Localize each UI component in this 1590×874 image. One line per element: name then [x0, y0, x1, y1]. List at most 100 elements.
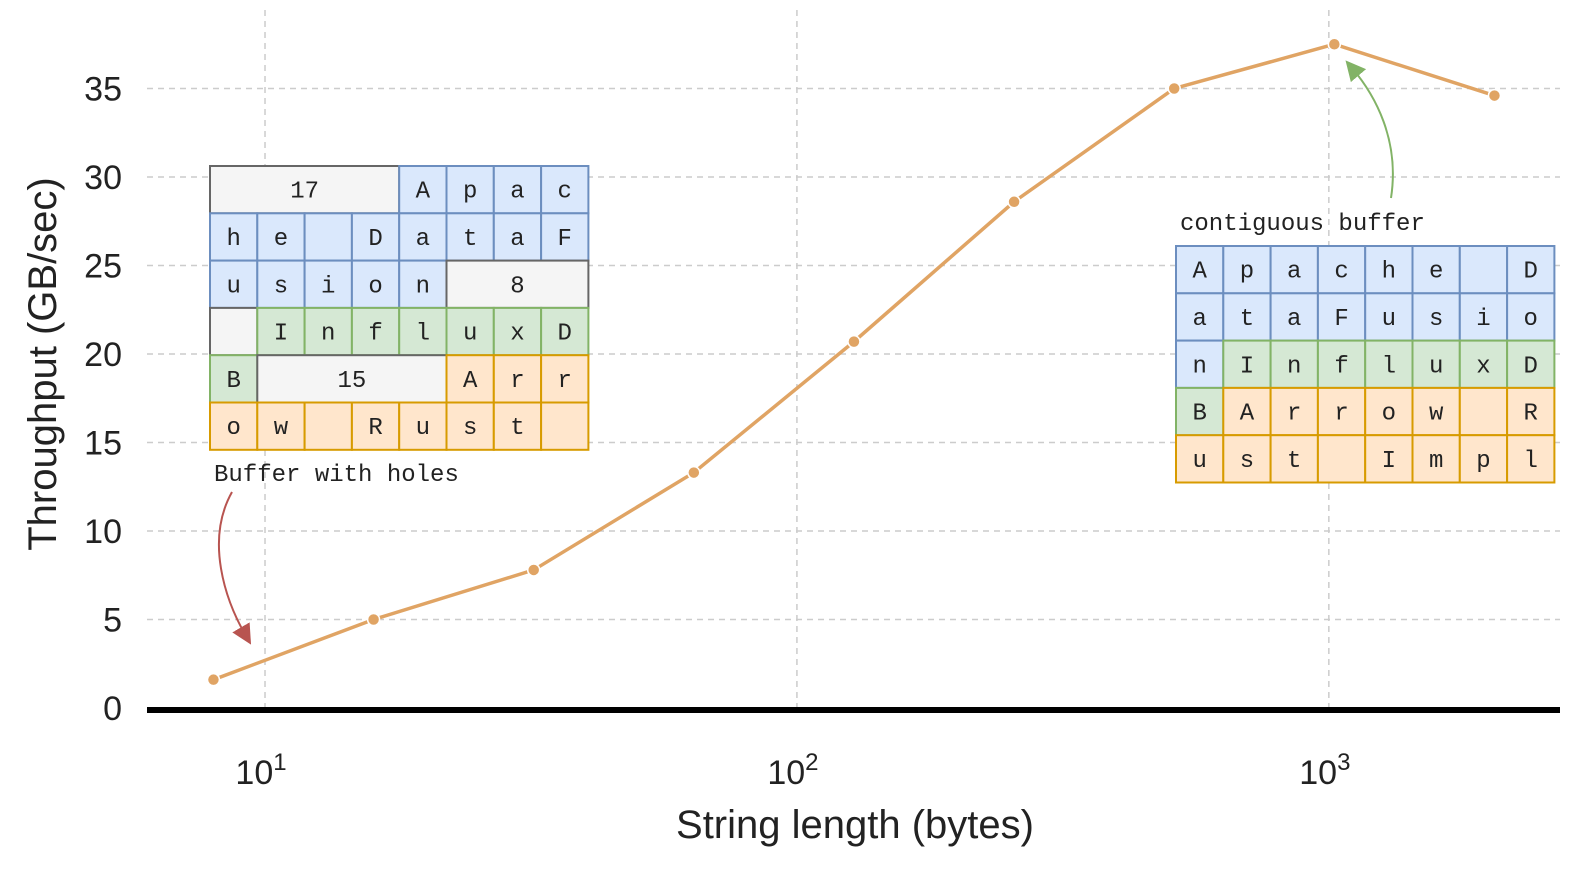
buffer-cell: [1506, 339, 1556, 389]
data-point: [366, 612, 381, 627]
buffer-cell: [445, 401, 495, 451]
buffer-cell: [398, 401, 448, 451]
buffer-cell-text: D: [1524, 259, 1538, 286]
buffer-cell-text: u: [1192, 448, 1206, 475]
buffer-cell-text: D: [1524, 353, 1538, 380]
buffer-cell-text: u: [463, 321, 477, 348]
y-tick-label: 5: [103, 602, 122, 640]
buffer-cell: [350, 401, 401, 451]
buffer-cell-text: r: [510, 368, 524, 395]
buffer-cell: [1222, 292, 1272, 342]
data-point: [1167, 81, 1181, 96]
buffer-cell: [1458, 434, 1509, 484]
buffer-cell-text: p: [1240, 259, 1254, 286]
buffer-cell-text: B: [1192, 401, 1206, 428]
buffer-cell-text: u: [1382, 306, 1396, 333]
holes-arrow: [218, 491, 252, 645]
buffer-cell: [1222, 339, 1272, 389]
buffer-cell: [1506, 386, 1556, 437]
buffer-cell-text: R: [368, 415, 382, 442]
buffer-cell-text: A: [1192, 259, 1207, 286]
y-tick-label: 10: [84, 513, 122, 551]
buffer-cell: [1364, 339, 1414, 389]
buffer-cell: [1175, 386, 1225, 437]
buffer-cell-text: a: [510, 179, 524, 206]
buffer-cell: [540, 306, 590, 357]
y-tick-label: 15: [84, 425, 122, 463]
buffer-cell-text: i: [321, 273, 335, 300]
buffer-cell-text: s: [1429, 306, 1443, 333]
buffer-cell-text: u: [416, 415, 430, 442]
buffer-cell-text: B: [226, 368, 240, 395]
buffer-cell-text: c: [1334, 259, 1348, 286]
buffer-cell-text: D: [558, 321, 572, 348]
buffer-cell-text: e: [1429, 259, 1443, 286]
buffer-cell-text: a: [1287, 306, 1301, 333]
buffer-cell: [1458, 245, 1509, 295]
buffer-cell: [256, 354, 448, 404]
buffer-cell: [1222, 245, 1272, 295]
buffer-cell-text: t: [1240, 306, 1254, 333]
buffer-cell: [445, 306, 495, 357]
buffer-cell: [256, 306, 306, 357]
buffer-cell: [1506, 292, 1556, 342]
buffer-cell: [303, 212, 353, 262]
data-point: [847, 334, 861, 349]
holes-label: Buffer with holes: [214, 462, 459, 489]
buffer-cell-text: f: [1334, 353, 1348, 380]
buffer-cell-text: I: [274, 321, 288, 348]
buffer-cell-text: a: [416, 226, 430, 253]
buffer-cell-text: r: [558, 368, 572, 395]
buffer-cell-text: F: [558, 226, 572, 253]
buffer-cell-text: w: [274, 415, 289, 442]
y-tick-label: 20: [84, 336, 122, 374]
buffer-cell: [1411, 292, 1461, 342]
buffer-cell-text: x: [1476, 353, 1490, 380]
buffer-cell: [1458, 386, 1509, 437]
buffer-cell-text: m: [1429, 448, 1443, 475]
buffer-cell-text: u: [1429, 353, 1443, 380]
buffer-cell-text: 8: [510, 273, 524, 300]
buffer-cell-text: u: [226, 273, 240, 300]
series-line: [206, 37, 1502, 687]
buffer-cell: [1506, 434, 1556, 484]
buffer-cell-text: a: [1192, 306, 1206, 333]
buffer-cell-text: I: [1382, 448, 1396, 475]
buffer-cell-text: o: [1382, 401, 1396, 428]
buffer-cell: [398, 212, 448, 262]
y-tick-label: 30: [84, 159, 122, 197]
buffer-cell-text: p: [463, 179, 477, 206]
buffer-cell: [209, 306, 259, 357]
buffer-cell: [540, 354, 590, 404]
buffer-cell: [1316, 245, 1367, 295]
buffer-cell-text: w: [1429, 401, 1444, 428]
buffer-cell: [1364, 292, 1414, 342]
x-tick-labels: 101 102 103: [235, 749, 1350, 792]
buffer-cell: [1222, 434, 1272, 484]
buffer-cell: [445, 165, 495, 215]
buffer-cell-text: e: [274, 226, 288, 253]
buffer-cell-text: l: [416, 321, 430, 348]
buffer-cell: [1411, 386, 1461, 437]
buffer-cell: [350, 212, 401, 262]
buffer-cell-text: a: [510, 226, 524, 253]
x-tick-label: 103: [1299, 749, 1350, 792]
buffer-cell-text: 15: [337, 368, 366, 395]
buffer-cell: [1316, 292, 1367, 342]
buffer-cell: [1269, 434, 1319, 484]
buffer-cell-text: h: [226, 226, 240, 253]
buffer-cell-text: F: [1334, 306, 1348, 333]
buffer-cell-text: t: [463, 226, 477, 253]
buffer-cell-text: A: [1240, 401, 1255, 428]
buffer-cell-text: n: [321, 321, 335, 348]
buffer-cell-text: x: [510, 321, 524, 348]
data-point: [1007, 195, 1021, 209]
buffer-cell-text: n: [1192, 353, 1206, 380]
data-point: [526, 563, 541, 577]
buffer-cell: [209, 401, 259, 451]
buffer-cell-text: r: [1334, 401, 1348, 428]
y-tick-labels: 0 5 10 15 20 25 30 35: [84, 71, 122, 729]
data-point: [1487, 88, 1502, 103]
